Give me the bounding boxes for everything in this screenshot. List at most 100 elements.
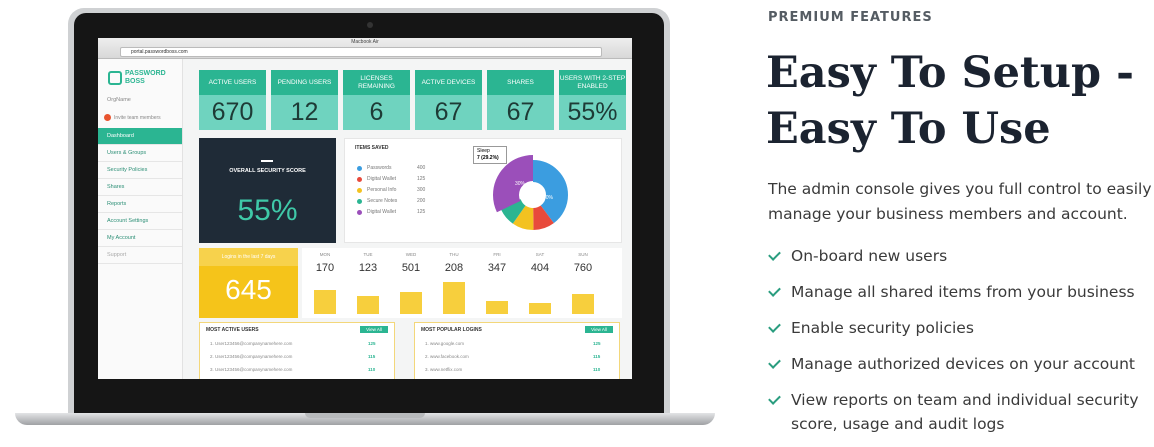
row-count: 115 — [368, 354, 376, 359]
stat-label: USERS WITH 2-STEP ENABLED — [559, 70, 626, 95]
day-label: MON — [319, 252, 331, 257]
url: portal.passwordboss.com — [131, 49, 188, 55]
window-title: Macbook Air — [351, 39, 379, 45]
legend-dot — [357, 210, 362, 215]
sidebar-item[interactable]: Reports — [98, 196, 182, 213]
logins-card: Logins in the last 7 days 645 — [199, 248, 298, 318]
row-count: 115 — [593, 354, 601, 359]
stat-label: SHARES — [487, 70, 554, 95]
laptop-notch — [305, 413, 425, 418]
description: The admin console gives you full control… — [768, 180, 1152, 223]
day-count: 123 — [358, 262, 378, 274]
item-name: Digital Wallet — [367, 209, 396, 215]
stat-value: 670 — [199, 95, 266, 130]
row-text: 3. www.netflix.com — [425, 367, 463, 372]
stat-value: 67 — [487, 95, 554, 130]
stat-label: LICENSES REMAINING — [343, 70, 410, 95]
sidebar: PASSWORD BOSS OrgName Invite team member… — [98, 59, 183, 379]
security-icon — [261, 150, 273, 162]
day-bar — [529, 303, 551, 314]
title-line: Easy To Setup - — [766, 48, 1134, 98]
legend-dot — [357, 177, 362, 182]
items-saved-card: ITEMS SAVED 40% 30% Sleep 7 (29.2%) Pass… — [344, 138, 622, 243]
pie-slice — [498, 160, 568, 230]
tooltip-title: Sleep — [477, 148, 490, 154]
view-all-button[interactable]: View All — [585, 326, 613, 333]
security-card: OVERALL SECURITY SCORE 55% — [199, 138, 336, 243]
sidebar-item[interactable]: Dashboard — [98, 128, 182, 145]
items-title: ITEMS SAVED — [355, 145, 389, 151]
day-bar — [357, 296, 379, 314]
day-count: 501 — [401, 262, 421, 274]
stat-label: ACTIVE USERS — [199, 70, 266, 95]
stat-label: PENDING USERS — [271, 70, 338, 95]
sidebar-item[interactable]: Support — [98, 247, 182, 264]
eyebrow: PREMIUM FEATURES — [768, 10, 933, 25]
invite-icon — [104, 114, 111, 121]
day-label: SUN — [578, 252, 588, 257]
feature-item: Enable security policies — [767, 316, 1154, 340]
url-field[interactable]: portal.passwordboss.com — [120, 47, 602, 57]
item-count: 200 — [417, 198, 426, 204]
stat-value: 6 — [343, 95, 410, 130]
feature-item: View reports on team and individual secu… — [767, 388, 1154, 436]
day-label: FRI — [493, 252, 501, 257]
legend-dot — [357, 188, 362, 193]
pie-slice — [493, 155, 573, 235]
logo: PASSWORD BOSS — [125, 70, 166, 85]
day-bar — [572, 294, 594, 314]
security-label: OVERALL SECURITY SCORE — [229, 168, 306, 174]
item-count: 300 — [417, 187, 426, 193]
slice-label: 40% — [543, 195, 554, 201]
items-pie: 40% 30% — [493, 155, 573, 235]
invite-link[interactable]: Invite team members — [114, 115, 161, 121]
tooltip-value: 7 (29.2%) — [477, 155, 499, 161]
row-count: 125 — [368, 341, 376, 346]
day-label: SAT — [535, 252, 545, 257]
day-label: THU — [449, 252, 459, 257]
item-name: Personal Info — [367, 187, 397, 193]
day-count: 404 — [530, 262, 550, 274]
item-count: 400 — [417, 165, 426, 171]
day-label: TUE — [363, 252, 373, 257]
row-text: 2. www.facebook.com — [425, 354, 469, 359]
feature-item: On-board new users — [767, 244, 1154, 268]
security-value: 55% — [237, 194, 298, 227]
sidebar-item[interactable]: Security Policies — [98, 162, 182, 179]
list-panel: MOST POPULAR LOGINS View All 1. www.google… — [414, 322, 620, 379]
list-panel: MOST ACTIVE USERS View All 1. User123456@c… — [199, 322, 395, 379]
laptop: Macbook Air portal.passwordboss.com PASS… — [15, 8, 715, 425]
day-bar — [314, 290, 336, 314]
logo-icon — [108, 71, 122, 85]
item-name: Passwords — [367, 165, 392, 171]
day-count: 347 — [487, 262, 507, 274]
day-label: WED — [405, 252, 417, 257]
browser-bar: Macbook Air portal.passwordboss.com — [98, 38, 632, 59]
legend-dot — [357, 166, 362, 171]
sidebar-menu: Dashboard Users & Groups Security Policies… — [98, 128, 182, 264]
sidebar-item[interactable]: Account Settings — [98, 213, 182, 230]
day-bar — [486, 301, 508, 314]
laptop-base — [15, 413, 715, 425]
sidebar-item[interactable]: Shares — [98, 179, 182, 196]
sidebar-item[interactable]: Users & Groups — [98, 145, 182, 162]
view-all-button[interactable]: View All — [360, 326, 388, 333]
stat-label: ACTIVE DEVICES — [415, 70, 482, 95]
day-count: 170 — [315, 262, 335, 274]
legend-dot — [357, 199, 362, 204]
title-line: Easy To Use — [766, 104, 1051, 154]
row-text: 1. www.google.com — [425, 341, 465, 346]
camera — [367, 22, 373, 28]
sidebar-item[interactable]: My Account — [98, 230, 182, 247]
stat-value: 12 — [271, 95, 338, 130]
feature-item: Manage all shared items from your busine… — [767, 280, 1154, 304]
stat-value: 67 — [415, 95, 482, 130]
pie-tooltip: Sleep 7 (29.2%) — [473, 146, 507, 164]
stat-value: 55% — [559, 95, 626, 130]
row-count: 110 — [593, 367, 601, 372]
item-name: Secure Notes — [367, 198, 398, 204]
slice-label: 30% — [515, 181, 526, 187]
day-count: 760 — [573, 262, 593, 274]
panel-title: MOST ACTIVE USERS — [206, 327, 259, 333]
day-bar — [400, 292, 422, 314]
